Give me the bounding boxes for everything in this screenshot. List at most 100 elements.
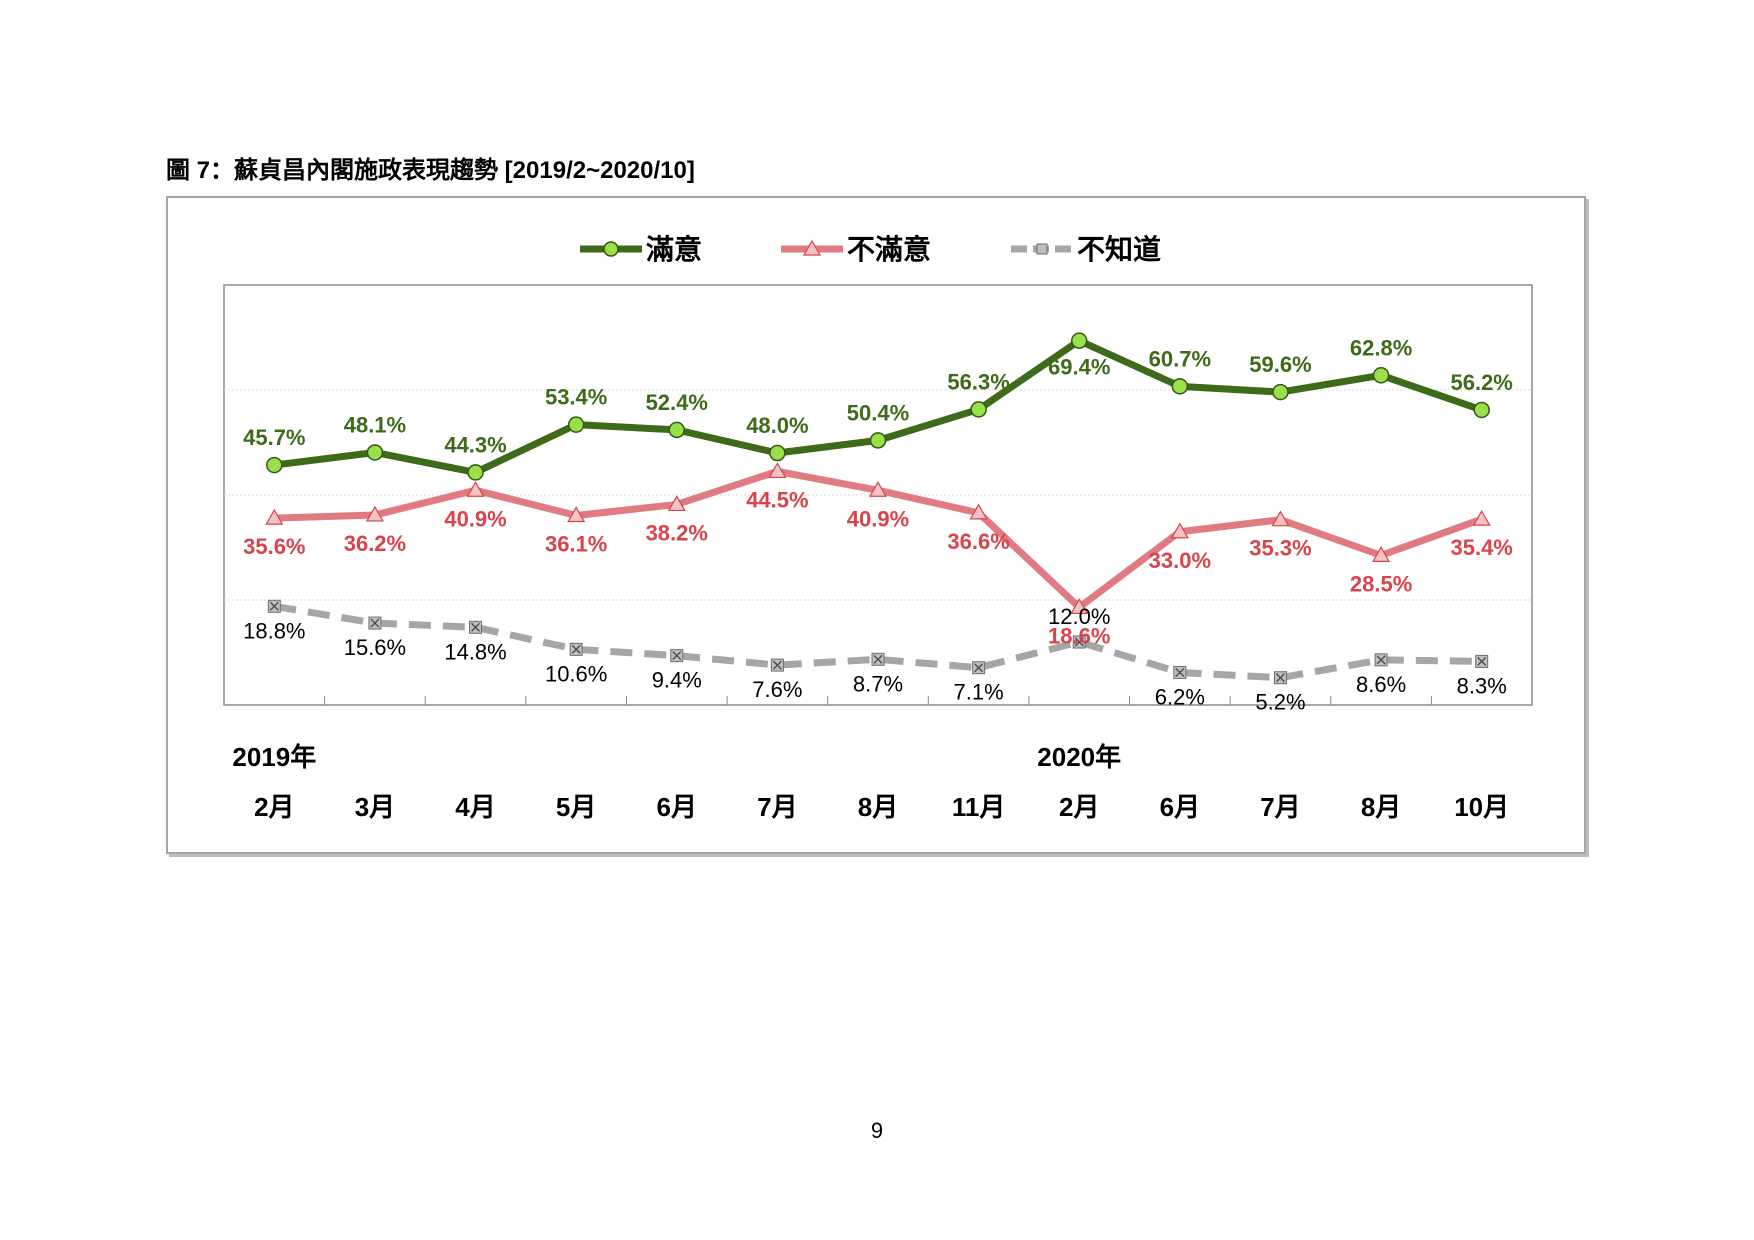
data-label: 35.4% bbox=[1450, 535, 1512, 560]
data-point bbox=[569, 642, 583, 656]
data-point bbox=[972, 661, 986, 675]
x-axis-labels: 2月 3月 4月 5月 6月 7月 8月 11月 2月 6月 7月 8月 10月 2019年 2020年 bbox=[232, 742, 1509, 822]
data-label: 18.6% bbox=[1048, 623, 1110, 648]
data-label: 40.9% bbox=[847, 506, 909, 531]
data-point bbox=[1475, 654, 1489, 668]
data-label: 36.2% bbox=[344, 531, 406, 556]
data-point bbox=[871, 652, 885, 666]
data-point bbox=[1070, 598, 1089, 614]
data-label: 44.3% bbox=[444, 432, 506, 457]
data-point bbox=[368, 616, 382, 630]
data-point bbox=[970, 401, 987, 418]
legend-marker bbox=[1036, 243, 1048, 255]
x-tick-label: 2月 bbox=[254, 792, 294, 822]
data-point bbox=[1472, 509, 1491, 526]
data-point bbox=[667, 495, 686, 512]
data-point-cross bbox=[370, 618, 380, 628]
x-tick-label: 4月 bbox=[455, 792, 495, 822]
data-point bbox=[769, 444, 786, 462]
data-point-cross bbox=[672, 651, 682, 661]
data-label: 36.1% bbox=[545, 531, 607, 556]
data-label: 14.8% bbox=[444, 639, 506, 664]
data-label: 56.3% bbox=[947, 369, 1009, 394]
data-label: 8.3% bbox=[1457, 673, 1507, 698]
data-point-cross bbox=[571, 644, 581, 654]
data-label: 69.4% bbox=[1048, 355, 1110, 380]
data-label: 18.8% bbox=[243, 618, 305, 643]
data-label: 52.4% bbox=[646, 390, 708, 415]
data-label: 48.0% bbox=[746, 413, 808, 438]
data-label: 7.6% bbox=[752, 677, 802, 702]
data-label: 59.6% bbox=[1249, 352, 1311, 377]
data-label: 8.7% bbox=[853, 671, 903, 696]
data-point bbox=[1070, 332, 1088, 349]
data-label: 48.1% bbox=[344, 412, 406, 437]
data-point bbox=[469, 620, 483, 634]
x-tick-label: 8月 bbox=[858, 792, 898, 822]
data-label: 33.0% bbox=[1149, 548, 1211, 573]
data-point bbox=[265, 508, 284, 525]
data-labels: 45.7% 48.1% 44.3% 53.4% 52.4% 48.0% 50.4% 56.3%… bbox=[243, 335, 1513, 714]
data-point bbox=[567, 416, 585, 433]
figure-title: 圖 7：蘇貞昌內閣施政表現趨勢 [2019/2~2020/10] bbox=[166, 157, 695, 184]
year-label: 2019年 bbox=[232, 742, 316, 772]
data-point-cross bbox=[974, 663, 984, 673]
x-tick-label: 3月 bbox=[355, 792, 395, 822]
data-label: 7.1% bbox=[954, 680, 1004, 705]
legend: 滿意 不滿意 不知道 bbox=[580, 233, 1161, 265]
x-axis-ticks bbox=[324, 696, 1432, 705]
data-label: 8.6% bbox=[1356, 672, 1406, 697]
legend-label: 不滿意 bbox=[847, 233, 931, 265]
x-tick-label: 10月 bbox=[1454, 792, 1509, 822]
data-point bbox=[467, 464, 484, 481]
data-label: 45.7% bbox=[243, 425, 305, 450]
legend-marker bbox=[603, 241, 619, 257]
data-point bbox=[267, 599, 281, 613]
data-label: 40.9% bbox=[444, 506, 506, 531]
legend-marker bbox=[802, 239, 822, 256]
data-point bbox=[365, 505, 384, 522]
year-label: 2020年 bbox=[1037, 742, 1121, 772]
data-point-cross bbox=[471, 622, 481, 632]
data-label: 56.2% bbox=[1450, 370, 1512, 395]
data-point bbox=[1273, 671, 1287, 685]
data-point bbox=[466, 481, 485, 497]
data-point-cross bbox=[269, 601, 279, 611]
data-label: 36.6% bbox=[947, 529, 1009, 554]
data-point bbox=[1170, 522, 1189, 539]
data-point-cross bbox=[1376, 655, 1386, 665]
legend-label: 不知道 bbox=[1077, 233, 1161, 265]
data-point bbox=[1372, 367, 1390, 384]
legend-label: 滿意 bbox=[646, 233, 702, 265]
data-label: 44.5% bbox=[746, 487, 808, 512]
page-number: 9 bbox=[870, 1118, 884, 1143]
data-point bbox=[1473, 401, 1490, 419]
data-label: 38.2% bbox=[646, 520, 708, 545]
data-point bbox=[668, 421, 686, 439]
series-markers bbox=[265, 332, 1491, 685]
data-point-cross bbox=[1275, 673, 1285, 683]
data-label: 6.2% bbox=[1155, 684, 1205, 709]
data-label: 50.4% bbox=[847, 400, 909, 425]
data-point bbox=[567, 506, 586, 523]
x-tick-label: 7月 bbox=[1260, 792, 1300, 822]
data-label: 28.5% bbox=[1350, 571, 1412, 596]
data-point bbox=[1171, 378, 1189, 395]
data-point-cross bbox=[1074, 637, 1084, 647]
data-point bbox=[768, 462, 787, 478]
data-label: 5.2% bbox=[1255, 690, 1305, 715]
data-point bbox=[670, 649, 684, 663]
data-point-cross bbox=[1175, 667, 1185, 677]
x-tick-label: 11月 bbox=[952, 792, 1006, 822]
line-chart: 滿意 不滿意 不知道 45.7% 48.1% 44.3% 53.4% 52.4% 48.0% 5… bbox=[223, 233, 1533, 822]
data-point bbox=[868, 481, 888, 497]
data-point bbox=[1173, 665, 1187, 679]
data-point bbox=[1271, 510, 1290, 527]
data-point-cross bbox=[873, 654, 883, 664]
data-point bbox=[366, 444, 384, 461]
data-label: 9.4% bbox=[652, 668, 702, 693]
x-tick-label: 2月 bbox=[1059, 792, 1099, 822]
data-point bbox=[1272, 383, 1289, 401]
x-tick-label: 6月 bbox=[657, 792, 697, 822]
x-tick-label: 7月 bbox=[757, 792, 797, 822]
